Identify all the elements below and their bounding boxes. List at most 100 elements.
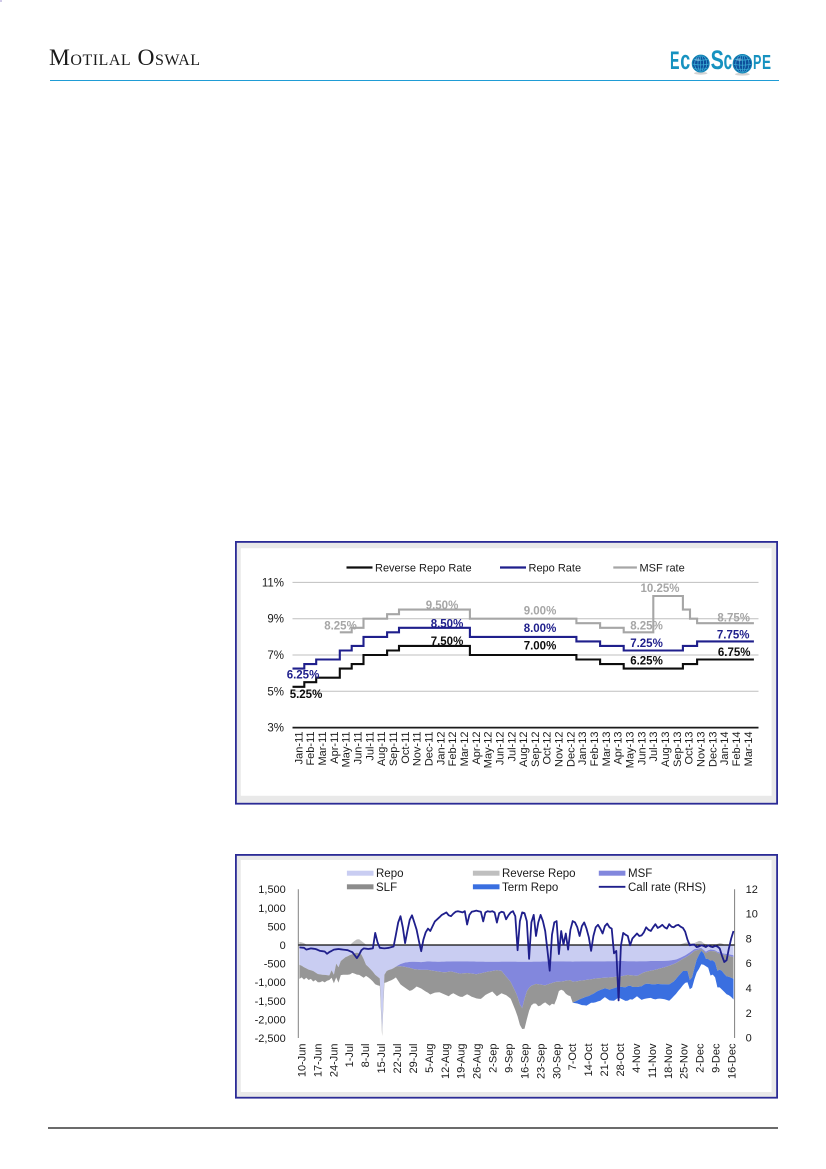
svg-text:7.50%: 7.50% [431, 636, 464, 648]
svg-text:Apr-13: Apr-13 [613, 732, 625, 765]
svg-text:Oct-11: Oct-11 [400, 732, 412, 764]
svg-text:12: 12 [746, 883, 758, 895]
svg-text:500: 500 [267, 921, 285, 933]
svg-text:8.50%: 8.50% [431, 618, 464, 630]
svg-text:Jan-13: Jan-13 [577, 732, 589, 766]
svg-text:11-Nov: 11-Nov [647, 1043, 659, 1078]
svg-text:May-12: May-12 [483, 732, 495, 769]
svg-text:MSF rate: MSF rate [640, 563, 685, 575]
svg-text:May-11: May-11 [341, 732, 353, 768]
svg-text:Dec-12: Dec-12 [565, 732, 577, 767]
svg-text:17-Jun: 17-Jun [312, 1043, 324, 1077]
svg-text:Oct-12: Oct-12 [542, 732, 554, 765]
svg-text:9%: 9% [267, 614, 284, 626]
svg-text:Sep-11: Sep-11 [388, 732, 400, 767]
svg-text:c: c [724, 45, 733, 75]
svg-text:8.75%: 8.75% [717, 613, 750, 625]
svg-text:22-Jul: 22-Jul [392, 1043, 404, 1073]
svg-text:2-Sep: 2-Sep [488, 1043, 500, 1072]
svg-text:Feb-11: Feb-11 [305, 732, 317, 766]
svg-text:8.25%: 8.25% [324, 620, 357, 632]
svg-text:18-Nov: 18-Nov [663, 1043, 675, 1079]
svg-text:26-Aug: 26-Aug [472, 1043, 484, 1078]
svg-text:21-Oct: 21-Oct [599, 1043, 611, 1076]
svg-text:24-Jun: 24-Jun [328, 1043, 340, 1077]
svg-text:Jul-12: Jul-12 [506, 732, 518, 762]
svg-text:5-Aug: 5-Aug [424, 1043, 436, 1072]
svg-text:Mar-13: Mar-13 [601, 732, 613, 767]
svg-text:Repo: Repo [376, 868, 404, 880]
svg-text:Feb-13: Feb-13 [589, 732, 601, 767]
svg-text:1,500: 1,500 [258, 884, 286, 896]
svg-text:Sep-13: Sep-13 [672, 732, 684, 767]
svg-text:10.25%: 10.25% [640, 583, 679, 595]
svg-text:Jan-14: Jan-14 [719, 732, 731, 766]
svg-text:2-Dec: 2-Dec [695, 1043, 707, 1073]
svg-text:16-Sep: 16-Sep [519, 1043, 531, 1078]
svg-text:19-Aug: 19-Aug [456, 1043, 468, 1078]
svg-text:8-Jul: 8-Jul [360, 1043, 372, 1067]
svg-text:-1,500: -1,500 [255, 995, 286, 1007]
svg-text:Sep-12: Sep-12 [530, 732, 542, 767]
svg-text:0: 0 [280, 940, 286, 952]
svg-text:Jun-13: Jun-13 [636, 732, 648, 766]
svg-text:7.25%: 7.25% [630, 638, 663, 650]
svg-text:MSF: MSF [628, 868, 652, 880]
svg-text:9-Sep: 9-Sep [503, 1043, 515, 1072]
svg-text:12-Aug: 12-Aug [440, 1043, 452, 1078]
svg-text:2: 2 [746, 1007, 752, 1019]
svg-text:Jun-12: Jun-12 [494, 732, 506, 766]
svg-text:7.00%: 7.00% [524, 641, 557, 653]
svg-text:Mar-12: Mar-12 [459, 732, 471, 767]
svg-text:Reverse Repo: Reverse Repo [502, 868, 576, 880]
svg-text:c: c [680, 45, 690, 75]
svg-text:Reverse Repo Rate: Reverse Repo Rate [375, 563, 472, 575]
svg-text:14-Oct: 14-Oct [583, 1043, 595, 1076]
svg-text:8.25%: 8.25% [630, 620, 663, 632]
svg-text:Jan-11: Jan-11 [293, 732, 305, 765]
svg-text:Jan-12: Jan-12 [435, 732, 447, 766]
svg-text:Repo Rate: Repo Rate [529, 563, 582, 575]
svg-text:Jul-11: Jul-11 [364, 732, 376, 761]
svg-text:Oct-13: Oct-13 [684, 732, 696, 765]
svg-text:25-Nov: 25-Nov [679, 1043, 691, 1079]
svg-text:3%: 3% [267, 723, 284, 735]
svg-text:6: 6 [746, 958, 752, 970]
svg-text:Dec-13: Dec-13 [707, 732, 719, 767]
svg-text:15-Jul: 15-Jul [376, 1043, 388, 1073]
svg-text:1-Jul: 1-Jul [344, 1043, 356, 1067]
svg-text:Apr-12: Apr-12 [471, 732, 483, 765]
svg-text:Mar-11: Mar-11 [317, 732, 329, 766]
svg-text:10-Jun: 10-Jun [296, 1043, 308, 1077]
svg-text:Nov-11: Nov-11 [412, 732, 424, 767]
svg-text:Nov-12: Nov-12 [554, 732, 566, 767]
svg-text:Nov-13: Nov-13 [695, 732, 707, 767]
svg-text:Dec-11: Dec-11 [423, 732, 435, 767]
svg-text:29-Jul: 29-Jul [408, 1043, 420, 1073]
svg-text:Term Repo: Term Repo [502, 881, 558, 893]
svg-text:Call rate (RHS): Call rate (RHS) [628, 881, 706, 893]
svg-text:9.50%: 9.50% [426, 600, 459, 612]
svg-text:Aug-13: Aug-13 [660, 732, 672, 767]
svg-text:May-13: May-13 [625, 732, 637, 769]
svg-text:6.25%: 6.25% [630, 656, 663, 668]
svg-text:5%: 5% [267, 686, 284, 698]
svg-text:7%: 7% [267, 650, 284, 662]
svg-text:Feb-12: Feb-12 [447, 732, 459, 767]
svg-text:11%: 11% [262, 577, 284, 589]
svg-text:-1,000: -1,000 [255, 977, 286, 989]
svg-text:Aug-11: Aug-11 [376, 732, 388, 767]
svg-text:6.25%: 6.25% [287, 670, 320, 682]
svg-text:Feb-14: Feb-14 [731, 732, 743, 767]
svg-text:16-Dec: 16-Dec [726, 1043, 738, 1079]
svg-text:SLF: SLF [376, 881, 397, 893]
svg-text:S: S [711, 45, 724, 75]
svg-text:Aug-12: Aug-12 [518, 732, 530, 767]
svg-text:E: E [762, 51, 771, 74]
svg-text:Jul-13: Jul-13 [648, 732, 660, 762]
svg-text:23-Sep: 23-Sep [535, 1043, 547, 1078]
svg-text:Apr-11: Apr-11 [329, 732, 341, 764]
svg-text:0: 0 [746, 1032, 752, 1044]
svg-text:Mar-14: Mar-14 [743, 732, 755, 767]
svg-text:30-Sep: 30-Sep [551, 1043, 563, 1078]
